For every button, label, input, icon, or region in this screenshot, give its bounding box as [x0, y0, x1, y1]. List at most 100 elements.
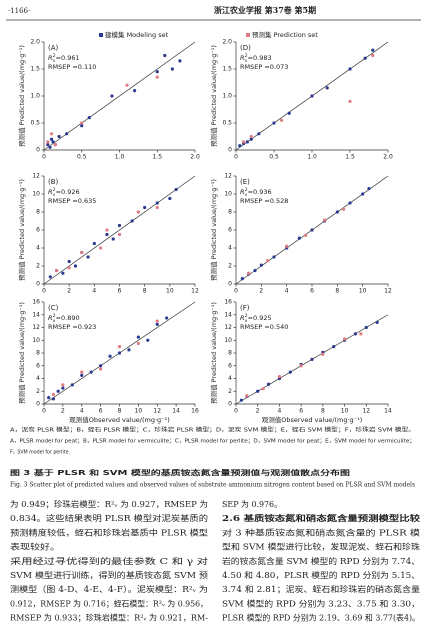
x-tick-label: 6: [310, 288, 314, 295]
point: [48, 145, 52, 149]
point: [321, 352, 325, 356]
point: [371, 53, 375, 58]
point: [56, 389, 60, 393]
point: [46, 140, 50, 144]
point: [127, 348, 131, 352]
x-axis-label: 观测值Observed value/(mg·g⁻¹): [69, 415, 170, 424]
y-tick-label: 10: [32, 191, 40, 198]
x-tick-label: 10: [135, 408, 143, 415]
x-tick-label: 4: [278, 408, 282, 415]
r2-base: R: [240, 54, 245, 62]
x-tick-label: 4: [80, 408, 84, 415]
body-text: SVM 模型的 RPD 分别为 3.23、3.75 和 3.30，: [222, 598, 420, 608]
point: [299, 364, 303, 368]
point: [51, 392, 56, 397]
x-tick-label: 0: [42, 154, 46, 161]
x-tick-label: 4: [92, 288, 96, 295]
y-tick-label: 2: [228, 388, 232, 395]
legend-swatch: [99, 33, 103, 37]
y-axis-label: 预测值 Predicted value/(mg·g⁻¹): [209, 302, 218, 404]
point: [80, 250, 84, 255]
x-tick-label: 0: [234, 288, 238, 295]
point: [348, 99, 352, 103]
r2-base: R: [240, 314, 245, 322]
y-tick-label: 1.0: [222, 93, 232, 100]
point: [111, 237, 115, 241]
point: [277, 374, 282, 379]
x-tick-label: 8: [335, 288, 339, 295]
y-tick-label: 10: [32, 337, 40, 344]
point: [51, 397, 56, 401]
point: [80, 373, 84, 377]
point: [89, 370, 93, 374]
point: [272, 255, 276, 259]
r2-sup: 2: [53, 53, 56, 59]
point: [136, 210, 140, 214]
point: [170, 67, 174, 71]
point: [371, 48, 375, 52]
caption-note: F，SVM model for perlite.: [10, 450, 70, 456]
x-tick-label: 14: [384, 408, 392, 415]
point: [155, 319, 159, 323]
point: [266, 382, 271, 386]
point: [280, 118, 284, 122]
panel-label: (C): [48, 304, 59, 312]
r2-sub: v: [245, 193, 248, 198]
y-tick-label: 6: [36, 227, 40, 234]
x-tick-label: 4: [285, 288, 289, 295]
y-tick-label: 14: [224, 311, 232, 318]
point: [61, 386, 65, 390]
point: [155, 201, 159, 205]
y-tick-label: 0: [228, 281, 232, 288]
point: [92, 241, 96, 246]
point: [310, 228, 314, 232]
x-tick-label: 10: [166, 288, 174, 295]
y-tick-label: 12: [224, 324, 232, 331]
point: [99, 246, 103, 250]
point: [174, 187, 178, 192]
y-tick-label: 2.0: [222, 39, 232, 46]
point: [53, 143, 57, 147]
panel-label: (D): [240, 44, 251, 52]
point: [130, 219, 134, 223]
point: [348, 67, 352, 71]
body-text: SEP 为 0.976。: [222, 499, 282, 509]
r2-sup: 2: [245, 53, 248, 59]
y-tick-label: 6: [228, 227, 232, 234]
r2-value: =0.890: [56, 314, 80, 322]
y-tick-label: 6: [228, 362, 232, 369]
r2-annotation: Rv2=0.925: [240, 313, 272, 324]
point: [155, 322, 159, 326]
body-text: 0.834。这些结果表明 PLSR 模型对泥炭基质的: [10, 513, 208, 523]
body-text: 岩的铵态氮含量 SVM 模型的 RPD 分别为 7.74、: [222, 556, 420, 566]
x-tick-label: 12: [153, 408, 161, 415]
x-tick-label: 12: [191, 288, 199, 295]
point: [335, 210, 339, 214]
point: [117, 232, 122, 237]
y-axis-label: 预测值 Predicted value/(mg·g⁻¹): [17, 302, 26, 404]
panel-label: (B): [48, 178, 59, 186]
x-tick-label: 10: [341, 408, 349, 415]
section-heading: 2.6 基质铵态氮和硝态氮含量预测模型比较: [222, 513, 420, 523]
point: [108, 354, 112, 358]
body-text: 4.50 和 4.80，PLSR 模型的 RPD 分别为 5.15、: [222, 570, 420, 580]
r2-sub: v: [53, 319, 56, 324]
point: [287, 111, 291, 115]
point: [240, 277, 244, 281]
x-tick-label: 2: [256, 408, 260, 415]
body-text: 采用经过寻优得到的最佳参数 C 和 γ 对: [10, 556, 208, 566]
point: [332, 345, 336, 349]
panel-label: (A): [48, 44, 59, 52]
rmsep-annotation: RMSEP =0.635: [48, 197, 96, 205]
y-tick-label: 10: [224, 337, 232, 344]
point: [342, 337, 347, 341]
figure-title-en: Fig. 3 Scatter plot of predicted values …: [10, 482, 415, 489]
y-tick-label: 1.5: [222, 66, 232, 73]
rmsep-annotation: RMSEP =0.540: [240, 323, 288, 331]
point: [133, 89, 137, 93]
r2-value: =0.983: [248, 54, 272, 62]
r2-value: =0.961: [56, 54, 80, 62]
page-number: ·1166·: [8, 7, 30, 15]
x-tick-label: 8: [321, 408, 325, 415]
